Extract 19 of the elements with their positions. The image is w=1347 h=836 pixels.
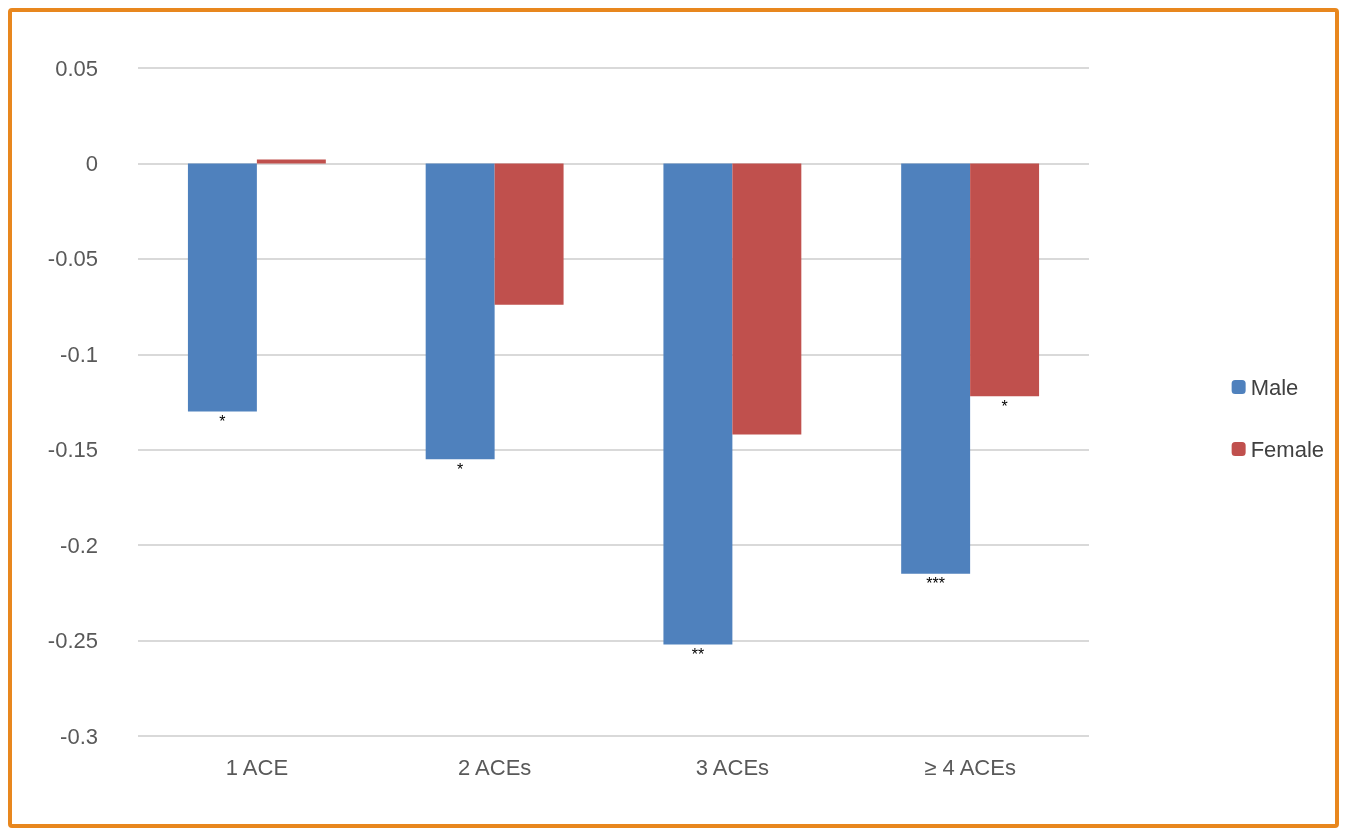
y-tick-label: -0.1 xyxy=(60,341,98,367)
annotation: * xyxy=(457,460,464,478)
annotation: * xyxy=(219,413,226,431)
x-tick-label: 1 ACE xyxy=(225,754,289,780)
x-tick-label: ≥ 4 ACEs xyxy=(924,754,1016,780)
legend-label: Male xyxy=(1250,374,1299,400)
y-tick-label: -0.15 xyxy=(47,437,98,463)
y-tick-label: -0.25 xyxy=(47,628,98,654)
annotation: * xyxy=(1001,397,1008,415)
y-tick-label: -0.05 xyxy=(47,246,98,272)
y-tick-label: 0.05 xyxy=(55,55,98,81)
annotation: ** xyxy=(691,645,705,663)
y-tick-label: -0.2 xyxy=(60,532,98,558)
y-tick-label: -0.3 xyxy=(60,723,98,749)
legend-label: Female xyxy=(1250,436,1324,462)
x-tick-label: 3 ACEs xyxy=(695,754,770,780)
x-tick-label: 2 ACEs xyxy=(457,754,532,780)
y-tick-label: 0 xyxy=(85,150,98,176)
annotation: *** xyxy=(926,575,945,593)
